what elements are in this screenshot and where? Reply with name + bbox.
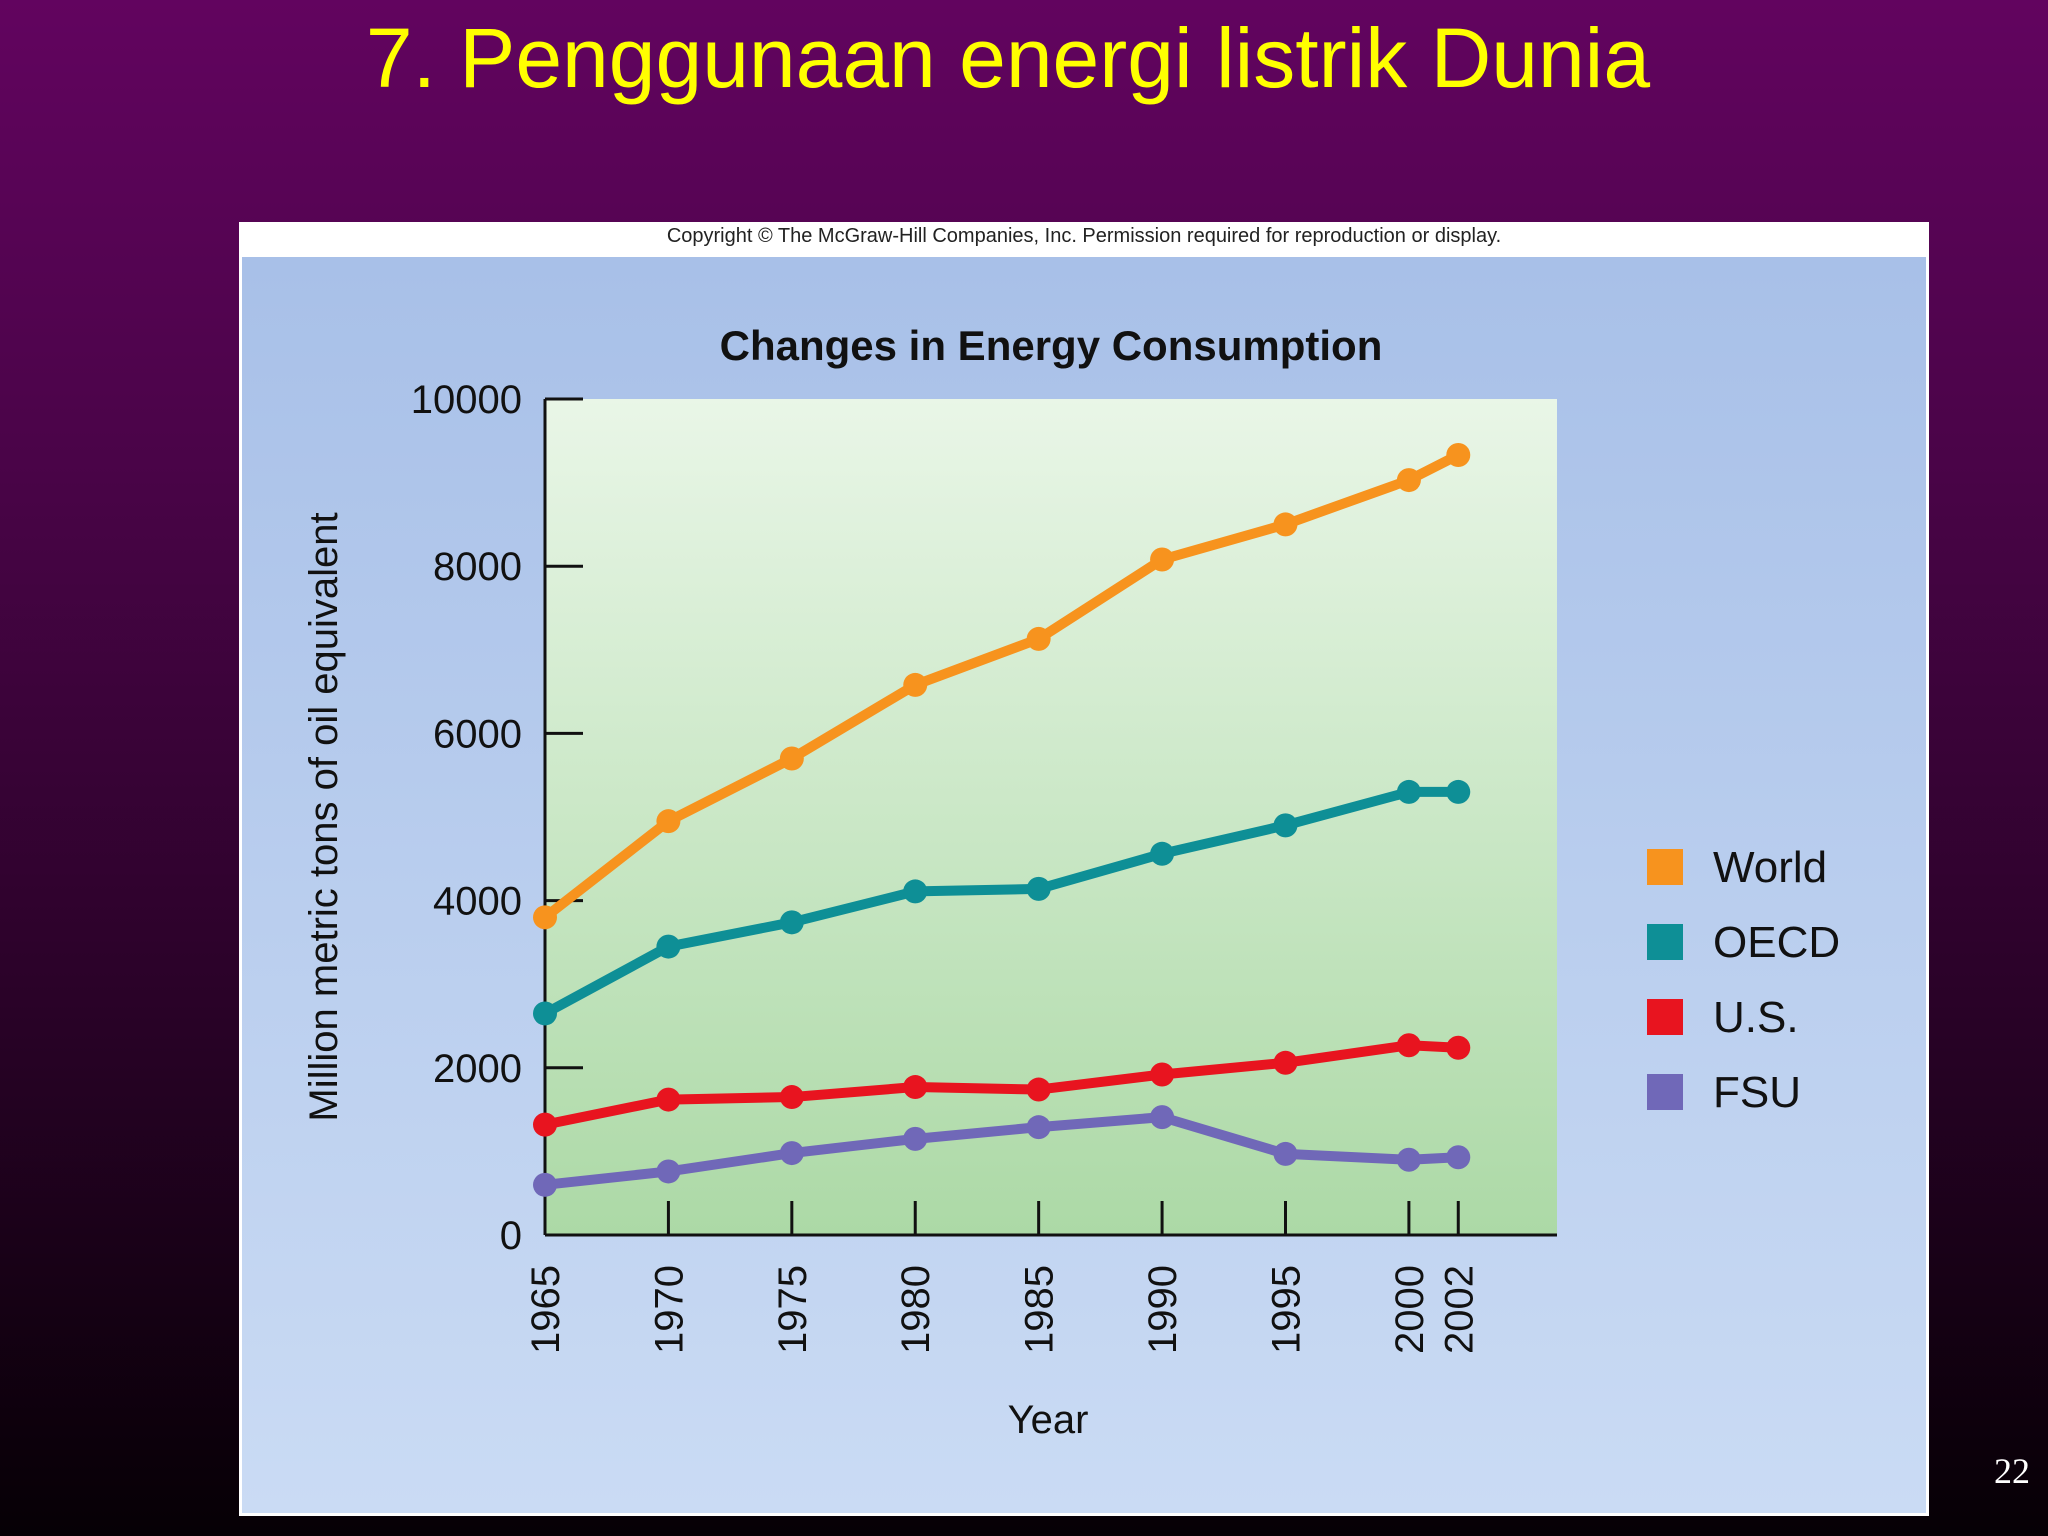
x-tick-label: 2002 xyxy=(1437,1265,1481,1354)
data-point-oecd xyxy=(656,934,681,959)
data-point-fsu xyxy=(1150,1105,1175,1130)
data-point-oecd xyxy=(1446,779,1471,804)
data-point-oecd xyxy=(779,910,804,935)
data-point-world xyxy=(1446,443,1471,468)
data-point-u-s xyxy=(1150,1062,1175,1087)
copyright-notice: Copyright © The McGraw-Hill Companies, I… xyxy=(666,225,1502,247)
page-number: 22 xyxy=(1994,1451,2030,1491)
legend-label-u-s: U.S. xyxy=(1713,993,1799,1042)
data-point-fsu xyxy=(1446,1145,1471,1170)
data-point-u-s xyxy=(1026,1077,1051,1102)
data-point-u-s xyxy=(533,1112,557,1137)
data-point-world xyxy=(533,905,557,930)
y-tick-label: 4000 xyxy=(433,880,522,924)
data-point-fsu xyxy=(656,1159,681,1184)
data-point-u-s xyxy=(779,1085,804,1110)
legend-label-oecd: OECD xyxy=(1713,918,1840,967)
data-point-fsu xyxy=(533,1172,557,1197)
data-point-u-s xyxy=(1396,1033,1421,1058)
plot-area xyxy=(545,399,1557,1235)
data-point-fsu xyxy=(779,1141,804,1166)
x-tick-label: 1970 xyxy=(647,1265,691,1354)
x-axis-label: Year xyxy=(1008,1398,1089,1442)
legend-label-world: World xyxy=(1713,843,1827,892)
slide-title: 7. Penggunaan energi listrik Dunia xyxy=(365,11,1651,105)
x-tick-label: 1985 xyxy=(1018,1265,1062,1354)
chart-title: Changes in Energy Consumption xyxy=(720,322,1383,369)
energy-consumption-chart: Changes in Energy Consumption Million me… xyxy=(242,257,1926,1513)
x-tick-label: 1975 xyxy=(771,1265,815,1354)
data-point-world xyxy=(903,672,928,697)
x-tick-label: 1980 xyxy=(894,1265,938,1354)
legend-swatch-fsu xyxy=(1647,1074,1683,1110)
data-point-fsu xyxy=(1026,1115,1051,1140)
data-point-world xyxy=(1273,512,1298,537)
data-point-u-s xyxy=(1273,1050,1298,1075)
data-point-oecd xyxy=(1150,841,1175,866)
data-point-u-s xyxy=(656,1087,681,1112)
legend-swatch-oecd xyxy=(1647,924,1683,960)
data-point-oecd xyxy=(1026,876,1051,901)
data-point-oecd xyxy=(533,1001,557,1026)
y-tick-label: 2000 xyxy=(433,1047,522,1091)
legend-label-fsu: FSU xyxy=(1713,1068,1801,1117)
x-tick-label: 1995 xyxy=(1264,1265,1308,1354)
data-point-fsu xyxy=(1273,1141,1298,1166)
y-tick-label: 0 xyxy=(500,1214,522,1258)
y-tick-label: 10000 xyxy=(411,378,522,422)
data-point-world xyxy=(1396,468,1421,493)
figure-frame: Copyright © The McGraw-Hill Companies, I… xyxy=(239,222,1929,1516)
data-point-oecd xyxy=(1273,813,1298,838)
chart-panel: Changes in Energy Consumption Million me… xyxy=(242,257,1926,1513)
data-point-oecd xyxy=(1396,779,1421,804)
data-point-fsu xyxy=(1396,1147,1421,1172)
legend-swatch-u-s xyxy=(1647,999,1683,1035)
y-axis-label: Million metric tons of oil equivalent xyxy=(302,512,346,1121)
y-tick-label: 8000 xyxy=(433,545,522,589)
data-point-world xyxy=(656,809,681,834)
x-tick-label: 1965 xyxy=(524,1265,568,1354)
x-tick-label: 1990 xyxy=(1141,1265,1185,1354)
legend-swatch-world xyxy=(1647,849,1683,885)
data-point-world xyxy=(779,746,804,771)
data-point-world xyxy=(1150,547,1175,572)
y-tick-label: 6000 xyxy=(433,712,522,756)
data-point-fsu xyxy=(903,1126,928,1151)
x-tick-label: 2000 xyxy=(1388,1265,1432,1354)
data-point-u-s xyxy=(903,1075,928,1100)
data-point-u-s xyxy=(1446,1035,1471,1060)
data-point-world xyxy=(1026,626,1051,651)
data-point-oecd xyxy=(903,879,928,904)
